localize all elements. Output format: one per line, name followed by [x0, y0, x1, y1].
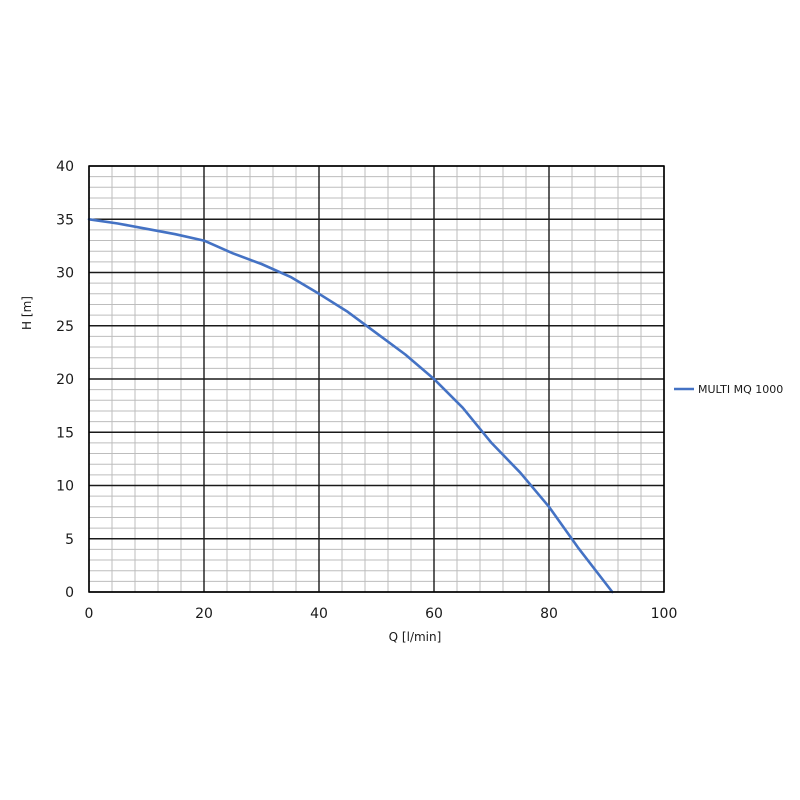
- x-tick-labels: 0 20 40 60 80 100: [85, 606, 678, 622]
- major-grid: [88, 165, 665, 593]
- y-tick-label: 35: [56, 212, 74, 228]
- y-tick-label: 25: [56, 319, 74, 335]
- x-tick-label: 60: [425, 606, 443, 622]
- y-tick-label: 0: [65, 585, 74, 601]
- y-tick-label: 15: [56, 425, 74, 441]
- y-tick-label: 5: [65, 532, 74, 548]
- y-tick-labels: 0 5 10 15 20 25 30 35 40: [56, 159, 74, 601]
- y-tick-label: 40: [56, 159, 74, 175]
- y-tick-label: 20: [56, 372, 74, 388]
- x-tick-label: 40: [310, 606, 328, 622]
- y-tick-label: 30: [56, 266, 74, 282]
- legend: MULTI MQ 1000: [674, 383, 783, 396]
- series-lines: [87, 218, 614, 594]
- x-axis-title: Q [l/min]: [389, 630, 442, 644]
- x-tick-label: 20: [195, 606, 213, 622]
- x-tick-label: 100: [651, 606, 678, 622]
- x-tick-label: 0: [85, 606, 94, 622]
- y-axis-title: H [m]: [20, 296, 34, 330]
- legend-label: MULTI MQ 1000: [698, 383, 783, 396]
- x-tick-label: 80: [540, 606, 558, 622]
- series-line: [87, 218, 614, 594]
- plot-frame: [88, 165, 665, 593]
- y-tick-label: 10: [56, 479, 74, 495]
